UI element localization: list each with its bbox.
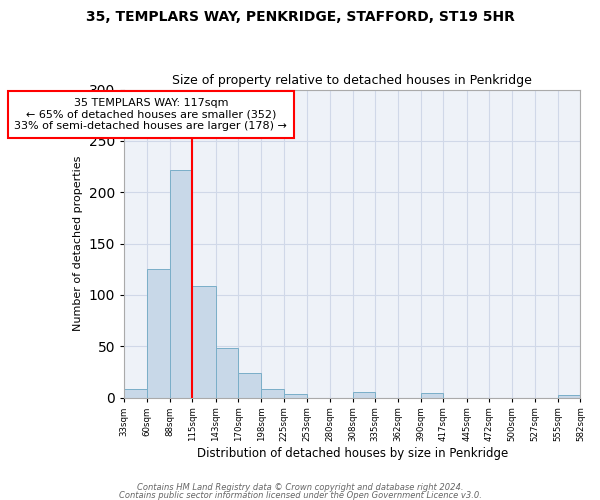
Bar [147,269,170,398]
Bar [238,373,262,398]
Bar [170,170,193,398]
Text: 35, TEMPLARS WAY, PENKRIDGE, STAFFORD, ST19 5HR: 35, TEMPLARS WAY, PENKRIDGE, STAFFORD, S… [86,10,514,24]
X-axis label: Distribution of detached houses by size in Penkridge: Distribution of detached houses by size … [197,447,508,460]
Bar [193,286,216,398]
Text: Contains HM Land Registry data © Crown copyright and database right 2024.: Contains HM Land Registry data © Crown c… [137,484,463,492]
Text: 35 TEMPLARS WAY: 117sqm
← 65% of detached houses are smaller (352)
33% of semi-d: 35 TEMPLARS WAY: 117sqm ← 65% of detache… [14,98,287,131]
Bar [558,396,580,398]
Bar [124,390,147,398]
Bar [284,394,307,398]
Bar [262,390,284,398]
Title: Size of property relative to detached houses in Penkridge: Size of property relative to detached ho… [172,74,532,87]
Text: Contains public sector information licensed under the Open Government Licence v3: Contains public sector information licen… [119,490,481,500]
Bar [216,348,238,398]
Y-axis label: Number of detached properties: Number of detached properties [73,156,83,331]
Bar [421,394,443,398]
Bar [353,392,375,398]
